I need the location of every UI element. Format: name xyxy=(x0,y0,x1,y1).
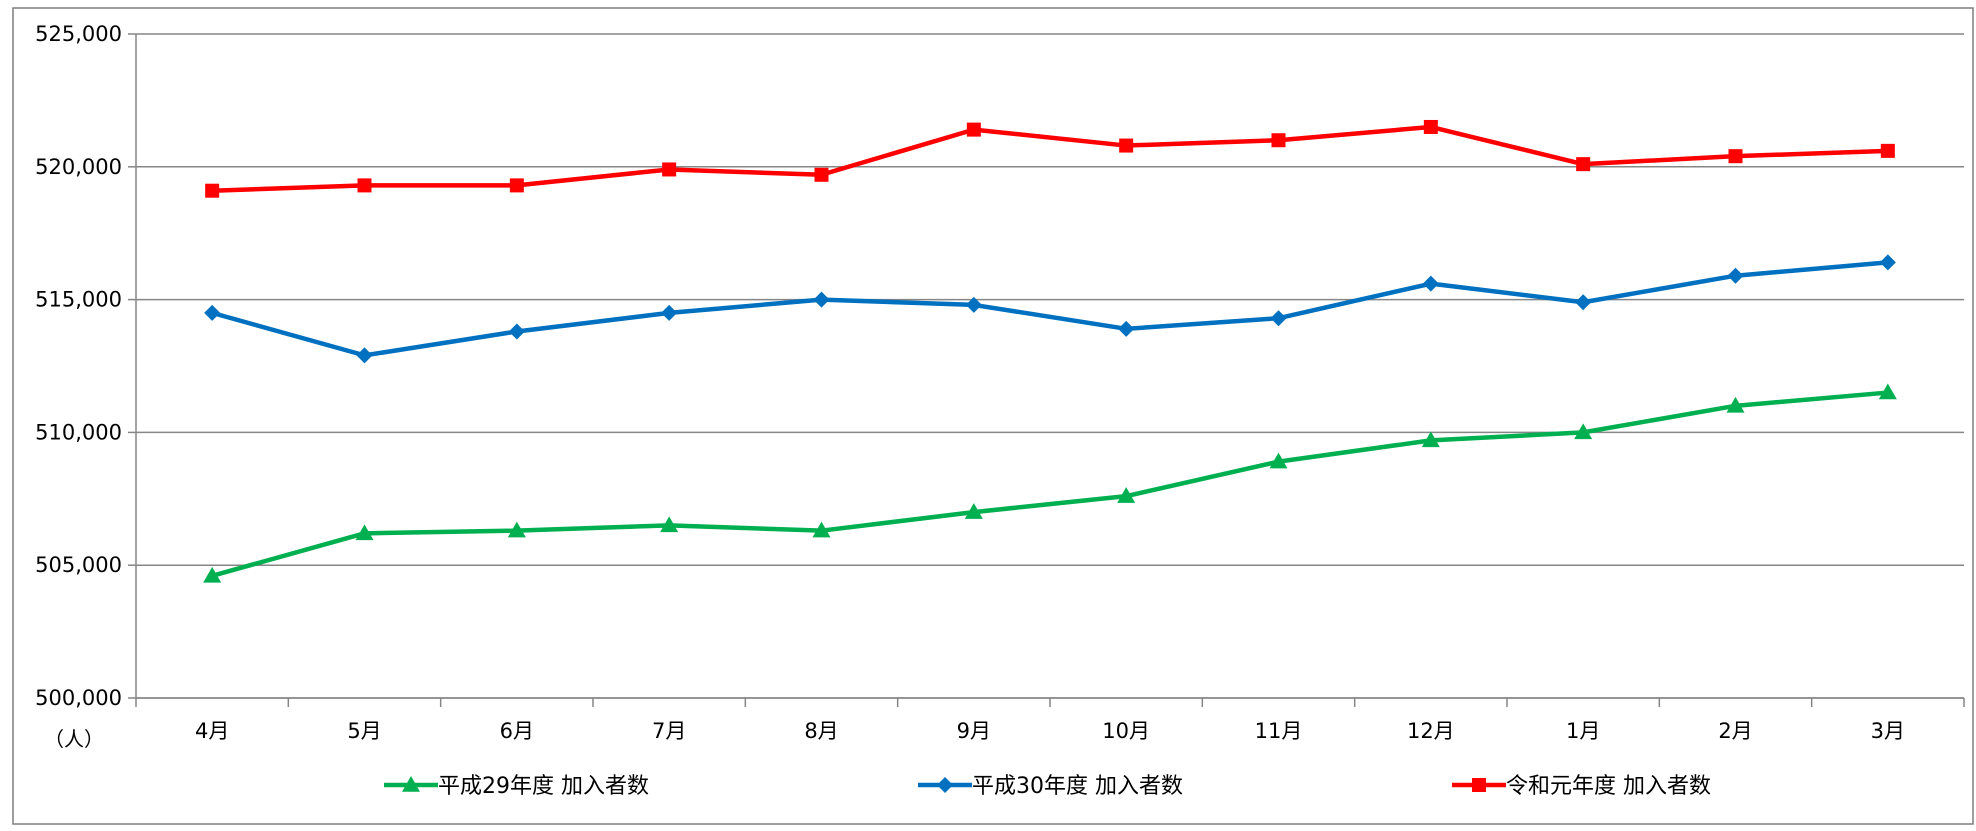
data-point xyxy=(1726,396,1745,413)
legend-label: 平成29年度 加入者数 xyxy=(438,774,649,799)
y-tick-label: 525,000 xyxy=(35,22,122,46)
legend-label: 平成30年度 加入者数 xyxy=(972,774,1183,799)
legend-marker xyxy=(1472,778,1486,792)
series-2 xyxy=(204,254,1896,364)
data-point xyxy=(205,183,220,198)
data-point xyxy=(1119,138,1134,153)
legend-marker xyxy=(937,777,953,793)
data-point xyxy=(1878,383,1897,400)
data-point xyxy=(660,516,679,533)
series-lines xyxy=(203,119,1897,583)
data-point xyxy=(1270,310,1287,327)
data-point xyxy=(203,566,222,583)
x-tick-label: 8月 xyxy=(804,719,838,743)
legend-marker xyxy=(402,776,420,792)
y-tick-label: 515,000 xyxy=(35,288,122,312)
data-point xyxy=(355,524,374,541)
data-point xyxy=(507,521,526,538)
data-point xyxy=(204,304,221,321)
data-point xyxy=(662,162,677,177)
data-point xyxy=(1880,143,1895,158)
data-point xyxy=(508,323,525,340)
data-point xyxy=(966,122,981,137)
x-tick-label: 12月 xyxy=(1407,719,1455,743)
x-tick-label: 2月 xyxy=(1718,719,1752,743)
legend-item-1: 平成29年度 加入者数 xyxy=(384,774,649,799)
data-point xyxy=(1879,254,1896,271)
chart-border xyxy=(12,7,1974,825)
data-point xyxy=(813,291,830,308)
y-tick-label: 500,000 xyxy=(35,686,122,710)
x-tick-label: 10月 xyxy=(1102,719,1150,743)
series-1 xyxy=(203,383,1897,583)
series-line xyxy=(211,390,1889,578)
data-point xyxy=(357,178,372,193)
y-tick-label: 510,000 xyxy=(35,420,122,444)
legend-item-2: 平成30年度 加入者数 xyxy=(918,774,1183,799)
legend-label: 令和元年度 加入者数 xyxy=(1506,774,1711,799)
data-point xyxy=(1727,267,1744,284)
x-tick-label: 9月 xyxy=(957,719,991,743)
data-point xyxy=(356,347,373,364)
unit-label: （人） xyxy=(44,727,104,751)
data-point xyxy=(1574,423,1593,440)
x-tick-label: 4月 xyxy=(195,719,229,743)
x-tick-label: 11月 xyxy=(1255,719,1303,743)
data-point xyxy=(1728,149,1743,164)
data-point xyxy=(964,503,983,519)
data-point xyxy=(1423,119,1438,134)
data-point xyxy=(812,521,831,538)
legend: 平成29年度 加入者数 平成30年度 加入者数 令和元年度 加入者数 xyxy=(384,774,1711,799)
y-tick-label: 520,000 xyxy=(35,155,122,179)
x-tick-label: 6月 xyxy=(500,719,534,743)
data-point xyxy=(661,304,678,321)
data-point xyxy=(1269,452,1288,469)
data-point xyxy=(1576,157,1591,172)
x-tick-label: 5月 xyxy=(347,719,381,743)
y-tick-label: 505,000 xyxy=(35,553,122,577)
data-point xyxy=(1118,320,1135,337)
data-point xyxy=(1422,275,1439,292)
x-tick-label: 1月 xyxy=(1566,719,1600,743)
axes: 500,000 505,000 510,000 515,000 520,000 525,0… xyxy=(35,22,1965,751)
legend-item-3: 令和元年度 加入者数 xyxy=(1452,774,1711,799)
series-line xyxy=(211,260,1889,358)
data-point xyxy=(1575,294,1592,311)
data-point xyxy=(1421,431,1440,448)
x-tick-label: 7月 xyxy=(652,719,686,743)
data-point xyxy=(1117,487,1136,503)
data-point xyxy=(965,296,982,313)
data-point xyxy=(509,178,524,193)
series-line xyxy=(212,124,1888,193)
data-point xyxy=(814,167,829,182)
series-3 xyxy=(205,119,1895,198)
x-tick-label: 3月 xyxy=(1871,719,1905,743)
data-point xyxy=(1271,133,1286,148)
